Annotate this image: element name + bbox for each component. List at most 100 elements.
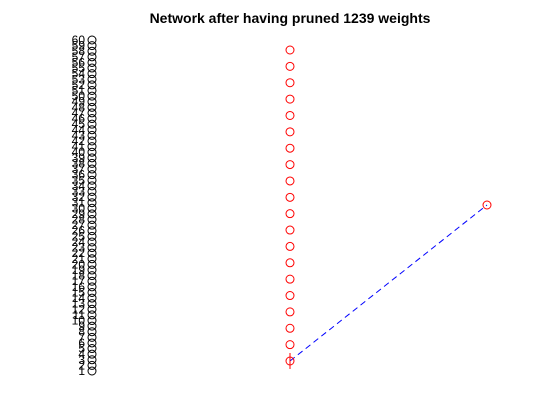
input-label-5: 5 bbox=[78, 342, 85, 356]
input-label-24: 24 bbox=[72, 235, 86, 249]
hidden-node-16 bbox=[285, 110, 295, 120]
hidden-node-6 bbox=[285, 274, 295, 284]
edge-1 bbox=[289, 204, 488, 362]
input-label-37: 37 bbox=[72, 162, 86, 176]
input-label-4: 4 bbox=[78, 347, 85, 361]
input-label-49: 49 bbox=[72, 95, 86, 109]
input-node-36 bbox=[87, 170, 97, 180]
input-node-16 bbox=[87, 282, 97, 292]
input-node-25 bbox=[87, 231, 97, 241]
input-label-40: 40 bbox=[72, 145, 86, 159]
input-label-26: 26 bbox=[72, 224, 86, 238]
input-node-6 bbox=[87, 338, 97, 348]
input-node-18 bbox=[87, 271, 97, 281]
input-node-35 bbox=[87, 175, 97, 185]
input-node-45 bbox=[87, 119, 97, 129]
input-node-44 bbox=[87, 125, 97, 135]
input-node-3 bbox=[87, 355, 97, 365]
input-node-21 bbox=[87, 254, 97, 264]
input-label-35: 35 bbox=[72, 173, 86, 187]
input-node-46 bbox=[87, 114, 97, 124]
input-node-17 bbox=[87, 276, 97, 286]
input-node-7 bbox=[87, 332, 97, 342]
input-label-20: 20 bbox=[72, 257, 86, 271]
hidden-node-3 bbox=[285, 323, 295, 333]
input-label-14: 14 bbox=[72, 291, 86, 305]
input-label-2: 2 bbox=[78, 358, 85, 372]
input-label-47: 47 bbox=[72, 106, 86, 120]
input-node-23 bbox=[87, 243, 97, 253]
input-label-43: 43 bbox=[72, 128, 86, 142]
input-label-42: 42 bbox=[72, 134, 86, 148]
input-node-24 bbox=[87, 237, 97, 247]
input-node-31 bbox=[87, 198, 97, 208]
input-node-27 bbox=[87, 220, 97, 230]
input-node-30 bbox=[87, 203, 97, 213]
nodes-layer bbox=[87, 35, 492, 376]
input-label-53: 53 bbox=[72, 72, 86, 86]
input-label-31: 31 bbox=[72, 196, 86, 210]
input-label-22: 22 bbox=[72, 246, 86, 260]
hidden-node-15 bbox=[285, 127, 295, 137]
input-node-12 bbox=[87, 304, 97, 314]
input-node-40 bbox=[87, 147, 97, 157]
hidden-node-8 bbox=[285, 241, 295, 251]
input-node-50 bbox=[87, 91, 97, 101]
hidden-node-10 bbox=[285, 209, 295, 219]
input-node-15 bbox=[87, 287, 97, 297]
input-node-20 bbox=[87, 259, 97, 269]
input-label-28: 28 bbox=[72, 213, 86, 227]
input-node-2 bbox=[87, 360, 97, 370]
input-node-10 bbox=[87, 316, 97, 326]
input-node-13 bbox=[87, 299, 97, 309]
input-label-1: 1 bbox=[78, 364, 85, 378]
hidden-node-17 bbox=[285, 94, 295, 104]
input-label-29: 29 bbox=[72, 207, 86, 221]
input-label-18: 18 bbox=[72, 269, 86, 283]
input-node-51 bbox=[87, 85, 97, 95]
input-node-26 bbox=[87, 226, 97, 236]
hidden-node-2 bbox=[285, 340, 295, 350]
input-label-25: 25 bbox=[72, 229, 86, 243]
input-node-34 bbox=[87, 181, 97, 191]
input-label-58: 58 bbox=[72, 44, 86, 58]
edges-layer bbox=[289, 204, 488, 362]
input-node-11 bbox=[87, 310, 97, 320]
input-node-60 bbox=[87, 35, 97, 45]
input-label-6: 6 bbox=[78, 336, 85, 350]
input-node-33 bbox=[87, 186, 97, 196]
input-node-47 bbox=[87, 108, 97, 118]
input-label-45: 45 bbox=[72, 117, 86, 131]
input-node-28 bbox=[87, 215, 97, 225]
input-label-39: 39 bbox=[72, 151, 86, 165]
input-node-32 bbox=[87, 192, 97, 202]
input-node-19 bbox=[87, 265, 97, 275]
input-label-11: 11 bbox=[73, 308, 86, 322]
input-label-55: 55 bbox=[72, 61, 86, 75]
hidden-node-7 bbox=[285, 258, 295, 268]
input-label-17: 17 bbox=[72, 274, 86, 288]
hidden-node-14 bbox=[285, 143, 295, 153]
input-node-38 bbox=[87, 158, 97, 168]
input-label-3: 3 bbox=[78, 353, 85, 367]
input-label-60: 60 bbox=[72, 33, 86, 47]
input-node-14 bbox=[87, 293, 97, 303]
input-label-44: 44 bbox=[72, 123, 86, 137]
input-label-21: 21 bbox=[72, 252, 86, 266]
input-label-48: 48 bbox=[72, 100, 86, 114]
hidden-node-13 bbox=[285, 160, 295, 170]
input-node-42 bbox=[87, 136, 97, 146]
input-label-57: 57 bbox=[72, 50, 86, 64]
input-label-51: 51 bbox=[72, 83, 86, 97]
input-label-8: 8 bbox=[78, 325, 85, 339]
input-node-22 bbox=[87, 248, 97, 258]
input-label-32: 32 bbox=[72, 190, 86, 204]
input-node-37 bbox=[87, 164, 97, 174]
input-node-55 bbox=[87, 63, 97, 73]
input-node-57 bbox=[87, 52, 97, 62]
input-label-54: 54 bbox=[72, 67, 86, 81]
input-label-13: 13 bbox=[72, 297, 86, 311]
input-label-41: 41 bbox=[72, 140, 86, 154]
diagram-title: Network after having pruned 1239 weights bbox=[149, 10, 431, 26]
